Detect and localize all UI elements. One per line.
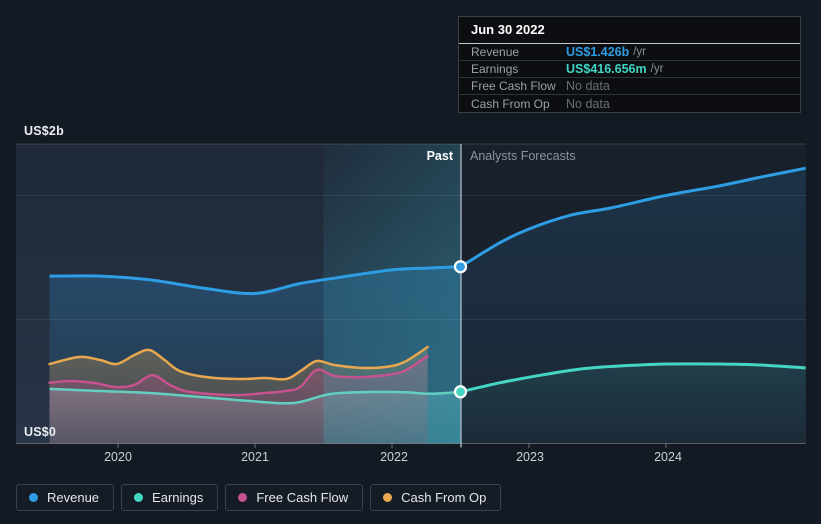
x-tick-2023: 2023 <box>516 450 544 464</box>
y-axis-bottom-label: US$0 <box>24 425 57 439</box>
x-tick-2024: 2024 <box>654 450 682 464</box>
y-axis-top-label: US$2b <box>24 124 64 138</box>
chart-legend: Revenue Earnings Free Cash Flow Cash Fro… <box>16 484 502 511</box>
tooltip-row-revenue: Revenue US$1.426b /yr <box>459 44 800 61</box>
legend-item-revenue[interactable]: Revenue <box>16 484 115 511</box>
tooltip-row-cash-from-op: Cash From Op No data <box>459 95 800 112</box>
tooltip-row-earnings: Earnings US$416.656m /yr <box>459 61 800 78</box>
past-region-label: Past <box>426 149 453 163</box>
chart-canvas[interactable] <box>0 0 821 470</box>
x-tick-2022: 2022 <box>380 450 408 464</box>
tooltip-value-suffix: /yr <box>650 63 664 75</box>
earnings-series-dot-icon <box>134 493 144 502</box>
tooltip-value: US$416.656m <box>566 62 647 76</box>
tooltip-label: Free Cash Flow <box>471 79 556 93</box>
tooltip-label: Revenue <box>471 45 520 59</box>
cash-from-op-series-dot-icon <box>383 493 393 502</box>
tooltip-value-suffix: /yr <box>633 46 647 58</box>
x-tick-2021: 2021 <box>241 450 269 464</box>
forecast-region-label: Analysts Forecasts <box>470 149 576 163</box>
tooltip-value: No data <box>566 96 610 111</box>
legend-item-free-cash-flow[interactable]: Free Cash Flow <box>225 484 364 511</box>
tooltip-label: Cash From Op <box>471 96 550 111</box>
legend-label: Revenue <box>47 490 100 505</box>
chart-tooltip: Jun 30 2022 Revenue US$1.426b /yr Earnin… <box>458 16 801 113</box>
tooltip-date: Jun 30 2022 <box>459 17 800 44</box>
tooltip-label: Earnings <box>471 62 519 76</box>
tooltip-value: US$1.426b <box>566 45 630 59</box>
free-cash-flow-series-dot-icon <box>238 493 248 502</box>
revenue-series-dot-icon <box>29 493 38 502</box>
x-tick-2020: 2020 <box>104 450 132 464</box>
tooltip-row-free-cash-flow: Free Cash Flow No data <box>459 78 800 95</box>
tooltip-value: No data <box>566 79 610 93</box>
legend-label: Earnings <box>152 490 204 505</box>
legend-item-cash-from-op[interactable]: Cash From Op <box>370 484 502 511</box>
legend-label: Free Cash Flow <box>256 490 349 505</box>
legend-item-earnings[interactable]: Earnings <box>121 484 219 511</box>
legend-label: Cash From Op <box>401 490 487 505</box>
